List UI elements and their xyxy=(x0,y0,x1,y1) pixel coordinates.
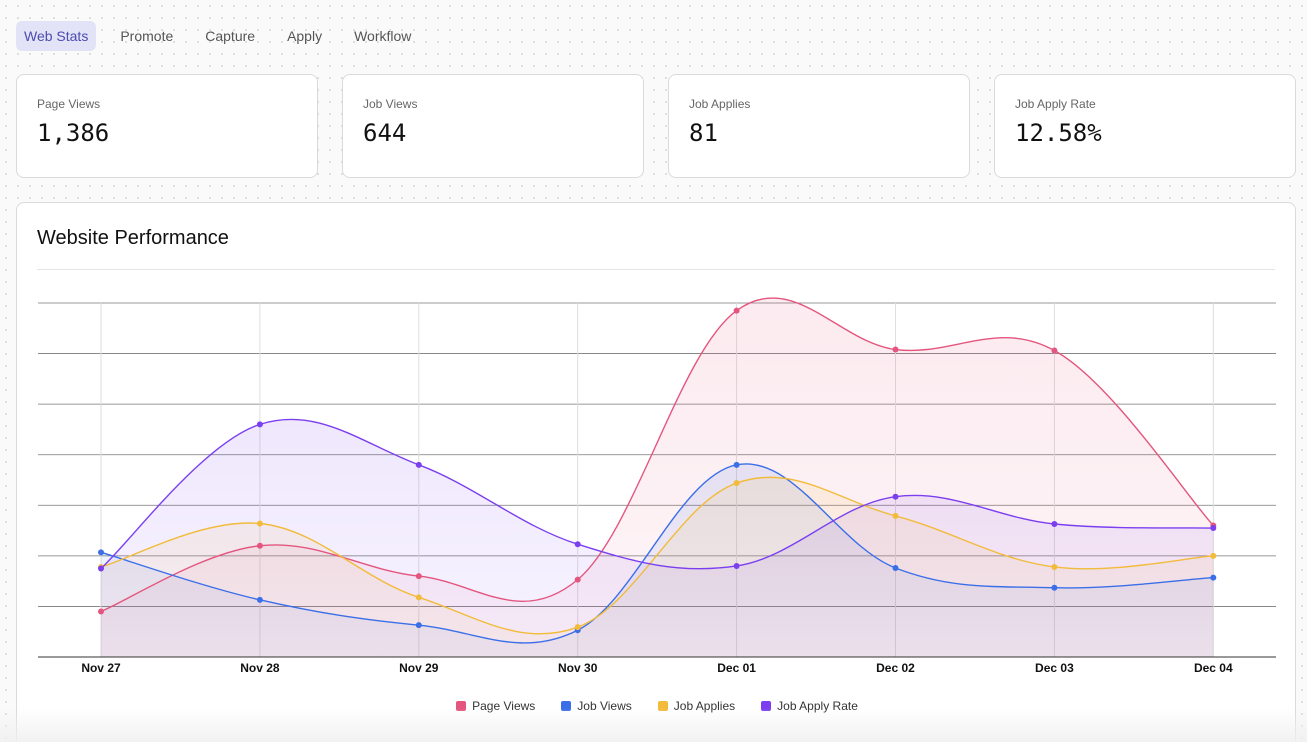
website-performance-panel: Website Performance Nov 27 Nov 28 Nov 29 No… xyxy=(16,202,1296,742)
stat-value: 12.58% xyxy=(1015,119,1102,147)
line-page-views xyxy=(100,297,1214,613)
x-tick-label: Dec 02 xyxy=(876,661,915,675)
stat-value: 81 xyxy=(689,119,718,147)
point-page-views xyxy=(98,608,104,615)
stat-value: 644 xyxy=(363,119,407,147)
stat-value: 1,386 xyxy=(37,119,110,147)
stat-label: Job Applies xyxy=(689,97,751,111)
tab-apply[interactable]: Apply xyxy=(287,28,323,44)
x-tick-label: Nov 29 xyxy=(399,661,439,675)
stat-card-page-views: Page Views 1,386 xyxy=(16,74,318,178)
point-page-views xyxy=(733,307,740,314)
tab-workflow[interactable]: Workflow xyxy=(354,28,412,44)
x-tick-label: Nov 30 xyxy=(558,661,598,675)
point-job-views xyxy=(892,564,899,571)
line-job-apply-rate xyxy=(100,418,1214,570)
point-job-applies xyxy=(733,480,740,487)
performance-chart: Nov 27 Nov 28 Nov 29 Nov 30 Dec 01 Dec 02 Dec … xyxy=(38,297,1276,675)
point-job-apply-rate xyxy=(892,493,899,500)
point-job-applies xyxy=(892,512,899,519)
point-job-apply-rate xyxy=(98,565,104,572)
point-job-views xyxy=(733,461,740,468)
stat-card-job-apply-rate: Job Apply Rate 12.58% xyxy=(994,74,1296,178)
legend-swatch xyxy=(561,701,572,711)
stat-card-job-applies: Job Applies 81 xyxy=(668,74,970,178)
point-job-applies xyxy=(415,594,422,601)
x-tick-label: Dec 01 xyxy=(717,661,756,675)
point-job-views xyxy=(98,549,104,556)
stat-label: Job Apply Rate xyxy=(1015,97,1096,111)
point-page-views xyxy=(1051,347,1058,354)
point-job-applies xyxy=(574,624,581,631)
tab-web-stats[interactable]: Web Stats xyxy=(16,21,97,51)
point-job-views xyxy=(256,596,263,603)
point-job-apply-rate xyxy=(1210,525,1217,532)
x-tick-label: Nov 27 xyxy=(81,661,121,675)
point-page-views xyxy=(415,573,422,580)
point-job-apply-rate xyxy=(574,541,581,548)
point-page-views xyxy=(256,542,263,549)
point-job-applies xyxy=(256,520,263,527)
point-job-views xyxy=(1210,574,1217,581)
legend-swatch xyxy=(761,701,772,711)
line-job-views xyxy=(100,463,1214,644)
tab-capture[interactable]: Capture xyxy=(205,28,256,44)
point-job-views xyxy=(1051,584,1058,591)
point-job-apply-rate xyxy=(1051,520,1058,527)
panel-title: Website Performance xyxy=(37,227,229,249)
tab-promote[interactable]: Promote xyxy=(120,28,174,44)
point-job-views xyxy=(415,622,422,629)
stat-card-job-views: Job Views 644 xyxy=(342,74,644,178)
bottom-fade xyxy=(0,708,1307,742)
tab-bar: Web Stats Promote Capture Apply Workflow xyxy=(16,21,435,51)
point-page-views xyxy=(892,346,899,353)
point-job-apply-rate xyxy=(415,461,422,468)
point-job-apply-rate xyxy=(256,421,263,428)
point-job-applies xyxy=(1210,552,1217,559)
legend-swatch xyxy=(456,701,467,711)
legend-swatch xyxy=(657,701,668,711)
point-page-views xyxy=(574,576,581,583)
point-job-applies xyxy=(1051,563,1058,570)
stat-label: Page Views xyxy=(37,97,101,111)
x-tick-label: Nov 28 xyxy=(240,661,280,675)
area-job-apply-rate xyxy=(101,419,1214,657)
stat-label: Job Views xyxy=(363,97,418,111)
x-tick-label: Dec 03 xyxy=(1035,661,1074,675)
x-tick-label: Dec 04 xyxy=(1194,661,1233,675)
line-job-applies xyxy=(100,476,1214,635)
point-job-apply-rate xyxy=(733,562,740,569)
divider xyxy=(37,269,1275,270)
